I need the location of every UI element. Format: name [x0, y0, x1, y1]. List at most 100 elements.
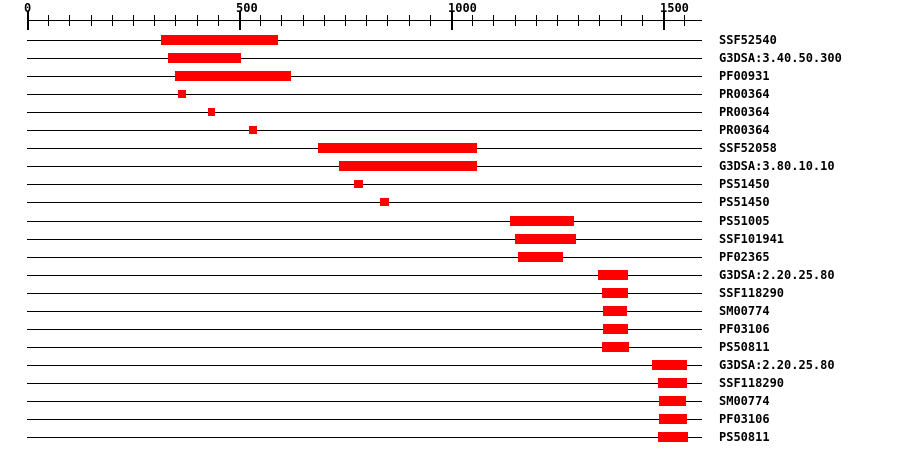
signature-label[interactable]: G3DSA:2.20.25.80 — [719, 268, 835, 282]
domain-bar[interactable] — [380, 198, 389, 206]
track-line — [27, 202, 702, 203]
domain-bar[interactable] — [652, 360, 687, 370]
domain-bar[interactable] — [658, 432, 688, 442]
signature-label[interactable]: G3DSA:3.80.10.10 — [719, 159, 835, 173]
domain-bar[interactable] — [598, 270, 628, 280]
axis-minor-tick — [218, 15, 219, 26]
signature-label[interactable]: PS50811 — [719, 340, 770, 354]
axis-major-tick — [663, 11, 665, 30]
track-line — [27, 112, 702, 113]
track-line — [27, 40, 702, 41]
track-line — [27, 184, 702, 185]
axis-minor-tick — [642, 15, 643, 26]
axis-tick-label: 1500 — [660, 1, 689, 15]
axis-minor-tick — [175, 15, 176, 26]
signature-label[interactable]: SSF52058 — [719, 141, 777, 155]
domain-bar[interactable] — [168, 53, 241, 63]
domain-bar[interactable] — [603, 306, 627, 316]
signature-label[interactable]: PS51450 — [719, 195, 770, 209]
axis-minor-tick — [345, 15, 346, 26]
axis-minor-tick — [154, 15, 155, 26]
domain-bar[interactable] — [659, 414, 687, 424]
track-line — [27, 94, 702, 95]
track-line — [27, 437, 702, 438]
axis-minor-tick — [430, 15, 431, 26]
domain-bar[interactable] — [603, 324, 628, 334]
domain-bar[interactable] — [602, 288, 628, 298]
axis-minor-tick — [684, 15, 685, 26]
signature-label[interactable]: PF03106 — [719, 412, 770, 426]
signature-label[interactable]: SSF118290 — [719, 376, 785, 390]
signature-label[interactable]: G3DSA:2.20.25.80 — [719, 358, 835, 372]
axis-minor-tick — [69, 15, 70, 26]
signature-label[interactable]: PF00931 — [719, 69, 770, 83]
axis-minor-tick — [366, 15, 367, 26]
track-line — [27, 58, 702, 59]
axis-minor-tick — [303, 15, 304, 26]
axis-minor-tick — [91, 15, 92, 26]
track-line — [27, 275, 702, 276]
signature-label[interactable]: PR00364 — [719, 87, 770, 101]
track-line — [27, 311, 702, 312]
track-line — [27, 419, 702, 420]
axis-minor-tick — [324, 15, 325, 26]
signature-label[interactable]: SSF118290 — [719, 286, 785, 300]
signature-label[interactable]: G3DSA:3.40.50.300 — [719, 51, 842, 65]
track-line — [27, 365, 702, 366]
track-line — [27, 257, 702, 258]
axis-minor-tick — [387, 15, 388, 26]
track-line — [27, 221, 702, 222]
axis-minor-tick — [621, 15, 622, 26]
axis-line — [27, 20, 702, 21]
axis-minor-tick — [557, 15, 558, 26]
axis-major-tick — [27, 11, 29, 30]
domain-bar[interactable] — [208, 108, 215, 116]
axis-minor-tick — [409, 15, 410, 26]
signature-label[interactable]: SSF52540 — [719, 33, 777, 47]
signature-label[interactable]: PF03106 — [719, 322, 770, 336]
axis-tick-label: 0 — [24, 1, 32, 15]
axis-minor-tick — [281, 15, 282, 26]
domain-bar[interactable] — [602, 342, 629, 352]
axis-minor-tick — [260, 15, 261, 26]
domain-bar[interactable] — [178, 90, 186, 98]
axis-minor-tick — [472, 15, 473, 26]
axis-minor-tick — [197, 15, 198, 26]
signature-label[interactable]: PF02365 — [719, 250, 770, 264]
axis-major-tick — [239, 11, 241, 30]
domain-bar[interactable] — [339, 161, 477, 171]
domain-bar[interactable] — [249, 126, 257, 134]
axis-minor-tick — [493, 15, 494, 26]
signature-label[interactable]: PS51005 — [719, 214, 770, 228]
signature-label[interactable]: SM00774 — [719, 304, 770, 318]
axis-minor-tick — [536, 15, 537, 26]
track-line — [27, 329, 702, 330]
signature-label[interactable]: PS51450 — [719, 177, 770, 191]
axis-minor-tick — [578, 15, 579, 26]
axis-minor-tick — [112, 15, 113, 26]
domain-bar[interactable] — [318, 143, 477, 153]
domain-bar[interactable] — [658, 378, 687, 388]
signature-label[interactable]: PS50811 — [719, 430, 770, 444]
domain-bar[interactable] — [515, 234, 576, 244]
domain-bar[interactable] — [510, 216, 574, 226]
signature-label[interactable]: SSF101941 — [719, 232, 785, 246]
signature-label[interactable]: SM00774 — [719, 394, 770, 408]
axis-minor-tick — [48, 15, 49, 26]
signature-label[interactable]: PR00364 — [719, 123, 770, 137]
track-line — [27, 383, 702, 384]
domain-bar[interactable] — [518, 252, 563, 262]
track-line — [27, 401, 702, 402]
domain-bar[interactable] — [175, 71, 291, 81]
domain-bar[interactable] — [659, 396, 686, 406]
axis-minor-tick — [133, 15, 134, 26]
domain-bar[interactable] — [354, 180, 363, 188]
signature-label[interactable]: PR00364 — [719, 105, 770, 119]
axis-tick-label: 1000 — [448, 1, 477, 15]
track-line — [27, 293, 702, 294]
axis-major-tick — [451, 11, 453, 30]
track-line — [27, 130, 702, 131]
track-line — [27, 239, 702, 240]
domain-bar[interactable] — [161, 35, 278, 45]
